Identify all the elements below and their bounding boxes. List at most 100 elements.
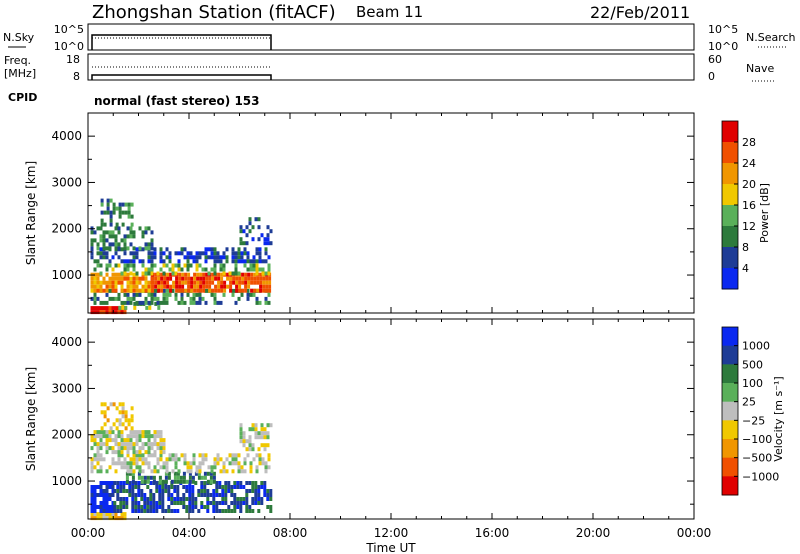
velocity-cell <box>176 489 180 493</box>
velocity-cell <box>137 475 141 480</box>
velocity-cell <box>134 485 138 489</box>
velocity-cell <box>102 497 106 501</box>
velocity-cell <box>102 509 106 513</box>
velocity-cell <box>204 457 208 462</box>
power-cell <box>138 280 142 285</box>
power-cell <box>135 292 139 297</box>
power-cell <box>111 280 115 285</box>
velocity-cell <box>111 457 115 462</box>
velocity-cell <box>269 497 273 501</box>
velocity-cell <box>141 434 145 439</box>
velocity-cell <box>126 461 130 466</box>
velocity-cell <box>173 509 177 513</box>
power-cell <box>153 263 157 268</box>
power-cell <box>102 251 106 256</box>
power-cell <box>174 292 178 297</box>
power-cell <box>222 271 226 276</box>
power-cell <box>108 296 112 301</box>
velocity-cell <box>171 469 175 474</box>
velocity-cell <box>215 489 219 493</box>
velocity-cell <box>117 516 121 521</box>
power-cell <box>190 284 194 289</box>
power-cell <box>129 288 133 293</box>
power-cell <box>120 280 124 285</box>
power-cell <box>99 288 103 293</box>
power-cell <box>237 247 241 252</box>
power-cell <box>204 255 208 260</box>
velocity-cell <box>106 406 110 411</box>
velocity-cell <box>134 481 138 485</box>
velocity-cell <box>102 493 106 497</box>
power-cell <box>217 280 221 285</box>
velocity-cell <box>116 489 120 493</box>
velocity-cell <box>176 509 180 513</box>
velocity-cell <box>147 442 151 447</box>
power-cell <box>226 276 230 281</box>
velocity-cell <box>260 481 264 485</box>
power-cell <box>118 210 122 215</box>
velocity-cell <box>242 485 246 489</box>
velocity-cell <box>267 457 271 462</box>
power-cell <box>201 251 205 256</box>
velocity-cell <box>99 481 103 485</box>
velocity-cell <box>188 493 192 497</box>
power-cell <box>216 300 220 305</box>
velocity-cell <box>164 509 168 513</box>
power-cell <box>124 202 128 207</box>
power-cell <box>102 242 106 247</box>
velocity-cell <box>114 438 118 443</box>
freq-panel: Freq. [MHz] 18 8 60 0 Nave <box>4 53 774 83</box>
power-cell <box>165 300 169 305</box>
power-cell <box>186 255 190 260</box>
velocity-cell <box>254 501 258 505</box>
velocity-cell <box>206 509 210 513</box>
velocity-cell <box>143 479 147 484</box>
velocity-cell <box>182 493 186 497</box>
velocity-cell <box>116 509 120 513</box>
velocity-cell <box>266 493 270 497</box>
velocity-cell <box>146 479 150 484</box>
power-cell <box>108 280 112 285</box>
power-cell <box>208 288 212 293</box>
power-cell <box>251 225 255 230</box>
velocity-cell <box>132 461 136 466</box>
power-cell <box>147 292 151 297</box>
velocity-cell <box>237 453 241 458</box>
velocity-cell <box>230 485 234 489</box>
velocity-cell <box>122 489 126 493</box>
power-cell <box>126 284 130 289</box>
velocity-cell <box>203 493 207 497</box>
velocity-cell <box>236 485 240 489</box>
power-cell <box>99 280 103 285</box>
velocity-cell <box>108 493 112 497</box>
velocity-cell <box>113 509 117 513</box>
velocity-cell <box>129 469 133 474</box>
power-cell <box>130 202 134 207</box>
velocity-cell <box>251 501 255 505</box>
power-cell <box>204 288 208 293</box>
velocity-cell <box>90 509 94 513</box>
power-cell <box>243 251 247 256</box>
velocity-cell <box>129 430 133 435</box>
velocity-cell <box>146 509 150 513</box>
power-cell <box>96 251 100 256</box>
velocity-cell <box>143 501 147 505</box>
power-cell <box>108 288 112 293</box>
velocity-cell <box>132 430 136 435</box>
velocity-cell <box>134 501 138 505</box>
power-cell <box>255 247 259 252</box>
velocity-cell <box>125 475 129 480</box>
velocity-cell <box>239 481 243 485</box>
velocity-ytick-label: 2000 <box>51 428 82 442</box>
power-cell <box>264 271 268 276</box>
power-cell <box>241 272 245 277</box>
velocity-cell <box>102 516 106 521</box>
velocity-cell <box>231 457 235 462</box>
power-cell <box>111 230 115 235</box>
power-cell <box>180 247 184 252</box>
power-cell <box>106 210 110 215</box>
velocity-cell <box>156 469 160 474</box>
velocity-cell <box>93 453 97 458</box>
power-cell <box>144 230 148 235</box>
power-cell <box>217 288 221 293</box>
